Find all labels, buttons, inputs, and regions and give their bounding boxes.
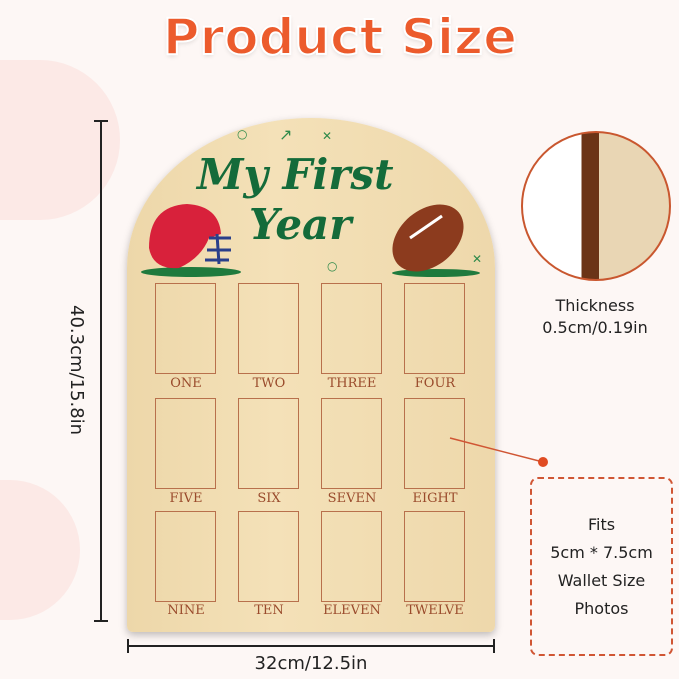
month-label: SEVEN — [327, 491, 377, 506]
height-label: 40.3cm/15.8in — [66, 304, 87, 436]
month-label: NINE — [167, 603, 205, 618]
month-label: ONE — [170, 376, 202, 391]
photo-frame — [155, 283, 216, 374]
photo-frame — [321, 511, 382, 602]
month-label: TEN — [254, 603, 284, 618]
month-label: THREE — [327, 376, 377, 391]
month-label: TWELVE — [406, 603, 464, 618]
wood-board: My First Year ○ ✕ ↗ ✕ ○ — [127, 118, 495, 632]
board-title-line2: Year — [249, 200, 352, 249]
board-title-line1: My First — [197, 150, 394, 199]
month-label: ELEVEN — [323, 603, 381, 618]
month-label: TWO — [252, 376, 286, 391]
month-label: SIX — [257, 491, 281, 506]
dimension-tick — [94, 120, 108, 122]
helmet-icon — [141, 204, 241, 277]
width-dimension-line — [127, 645, 495, 647]
fits-line: Fits — [587, 515, 616, 534]
background-blob — [0, 480, 80, 620]
width-label: 32cm/12.5in — [254, 653, 368, 674]
circle-decoration: ○ — [237, 127, 248, 141]
month-label: EIGHT — [412, 491, 458, 506]
photo-frame — [321, 283, 382, 374]
photo-frame — [155, 398, 216, 489]
dimension-tick — [94, 620, 108, 622]
fits-callout: Fits 5cm * 7.5cm Wallet Size Photos — [530, 477, 673, 656]
x-decoration: ✕ — [472, 252, 483, 266]
arrow-decoration: ↗ — [279, 125, 293, 144]
callout-line — [449, 437, 548, 467]
month-label: FOUR — [414, 376, 456, 391]
photo-frame — [404, 511, 465, 602]
photo-frame — [404, 398, 465, 489]
height-dimension-line — [100, 120, 102, 622]
photo-frame — [155, 511, 216, 602]
thickness-closeup — [521, 131, 671, 281]
football-icon — [392, 204, 480, 277]
month-label: FIVE — [169, 491, 203, 506]
fits-line: Photos — [574, 599, 629, 618]
fits-line: 5cm * 7.5cm — [550, 543, 653, 562]
photo-frame — [321, 398, 382, 489]
photo-frame — [238, 283, 299, 374]
background-blob — [0, 60, 120, 220]
thickness-label: Thickness — [555, 296, 635, 315]
dimension-tick — [127, 639, 129, 653]
fits-line: Wallet Size — [557, 571, 646, 590]
photo-frame — [238, 511, 299, 602]
photo-frame — [238, 398, 299, 489]
photo-frame — [404, 283, 465, 374]
page-title: Product Size — [162, 7, 518, 67]
dimension-tick — [493, 639, 495, 653]
circle-decoration: ○ — [327, 259, 338, 273]
x-decoration: ✕ — [322, 129, 333, 143]
thickness-value: 0.5cm/0.19in — [542, 318, 648, 337]
